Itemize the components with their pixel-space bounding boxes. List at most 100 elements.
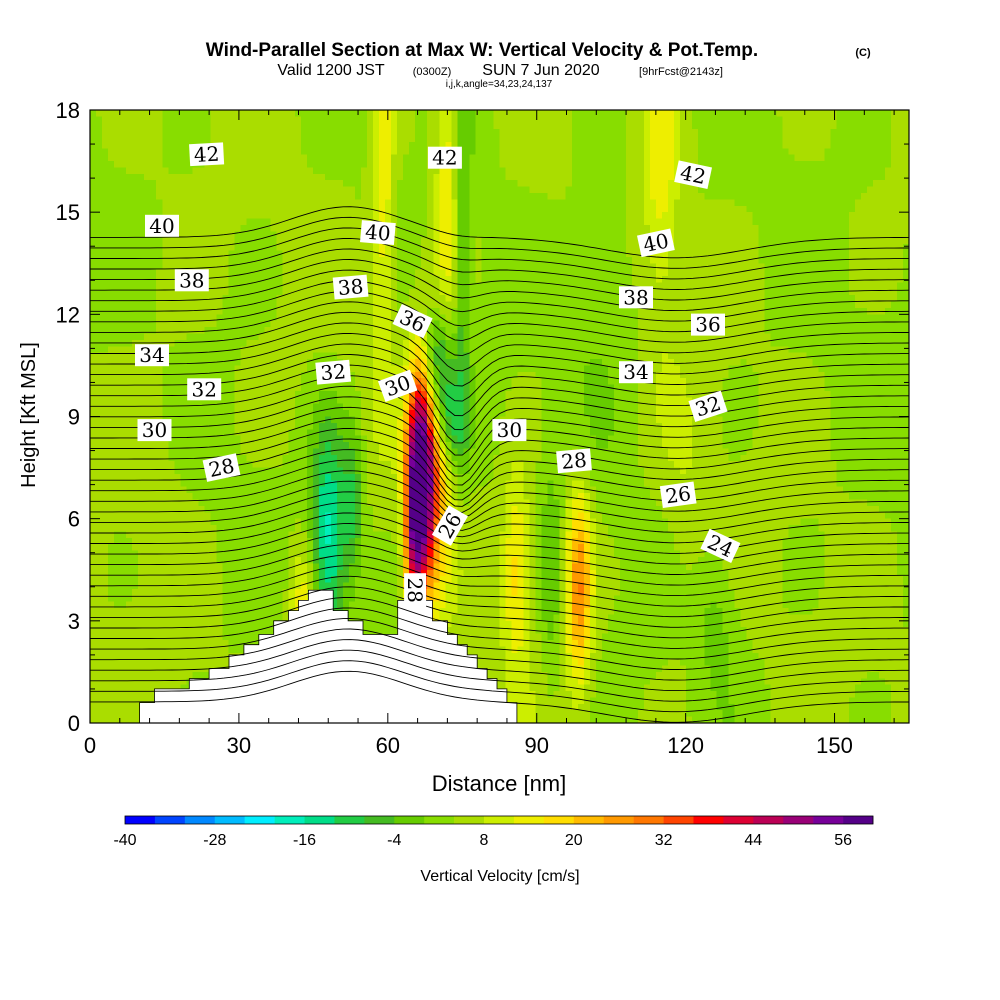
w-cell — [270, 141, 278, 149]
w-cell — [884, 193, 892, 200]
w-cell — [96, 288, 103, 296]
w-cell — [752, 154, 760, 162]
w-cell — [631, 224, 639, 232]
w-cell — [529, 218, 537, 226]
w-cell — [150, 116, 157, 124]
w-cell — [403, 186, 410, 194]
w-cell — [553, 250, 561, 258]
w-cell — [132, 110, 139, 117]
w-cell — [601, 148, 609, 156]
w-cell — [553, 199, 561, 207]
w-cell — [577, 161, 585, 169]
w-cell — [234, 212, 242, 220]
w-cell — [234, 193, 242, 200]
w-cell — [162, 186, 169, 194]
w-cell — [391, 314, 398, 322]
w-cell — [547, 256, 555, 264]
w-cell — [553, 148, 561, 156]
w-cell — [638, 212, 645, 220]
w-cell — [607, 314, 615, 322]
w-cell — [180, 314, 187, 322]
w-cell — [276, 295, 284, 303]
w-cell — [391, 129, 398, 137]
w-cell — [246, 167, 254, 175]
w-cell — [686, 295, 693, 303]
w-cell — [583, 212, 591, 220]
w-cell — [360, 167, 368, 175]
w-cell — [836, 173, 844, 181]
w-cell — [210, 339, 218, 347]
w-cell — [493, 205, 501, 213]
w-cell — [457, 135, 464, 143]
w-cell — [294, 276, 302, 284]
w-cell — [595, 161, 603, 169]
w-cell — [583, 269, 591, 277]
w-cell — [794, 141, 802, 149]
w-cell — [752, 327, 760, 335]
w-cell — [102, 263, 109, 271]
w-cell — [782, 314, 790, 322]
w-cell — [300, 129, 308, 137]
w-cell — [668, 224, 675, 232]
w-cell — [168, 333, 175, 341]
w-cell — [523, 135, 531, 143]
w-cell — [138, 122, 145, 130]
w-cell — [589, 193, 597, 200]
w-cell — [866, 205, 874, 213]
w-cell — [114, 116, 121, 124]
w-cell — [770, 110, 778, 117]
w-cell — [770, 244, 778, 252]
w-cell — [114, 333, 121, 341]
w-cell — [716, 167, 723, 175]
w-cell — [252, 263, 260, 271]
w-cell — [752, 269, 760, 277]
w-cell — [168, 205, 175, 213]
w-cell — [830, 295, 838, 303]
w-cell — [878, 269, 886, 277]
w-cell — [433, 269, 440, 277]
w-cell — [409, 333, 416, 341]
w-cell — [186, 250, 193, 258]
w-cell — [830, 148, 838, 156]
w-cell — [800, 205, 808, 213]
w-cell — [764, 218, 772, 226]
w-cell — [674, 116, 681, 124]
w-cell — [439, 205, 446, 213]
w-cell — [240, 276, 248, 284]
w-cell — [631, 205, 639, 213]
w-cell — [728, 307, 735, 315]
w-cell — [367, 269, 374, 277]
w-cell — [836, 167, 844, 175]
w-cell — [240, 135, 248, 143]
w-cell — [294, 301, 302, 309]
w-cell — [439, 110, 446, 117]
w-cell — [710, 333, 717, 341]
w-cell — [330, 199, 338, 207]
w-cell — [403, 327, 410, 335]
w-cell — [788, 110, 796, 117]
w-cell — [878, 161, 886, 169]
w-cell — [90, 295, 97, 303]
w-cell — [595, 193, 603, 200]
w-cell — [752, 250, 760, 258]
w-cell — [734, 141, 741, 149]
w-cell — [674, 231, 681, 239]
w-cell — [367, 288, 374, 296]
w-cell — [505, 301, 513, 309]
w-cell — [96, 167, 103, 175]
w-cell — [800, 110, 808, 117]
w-cell — [607, 333, 615, 341]
w-cell — [360, 173, 368, 181]
w-cell — [282, 122, 290, 130]
w-cell — [222, 327, 230, 335]
w-cell — [872, 110, 880, 117]
w-cell — [842, 320, 850, 328]
w-cell — [565, 199, 573, 207]
w-cell — [96, 295, 103, 303]
w-cell — [613, 244, 621, 252]
w-cell — [385, 110, 392, 117]
w-cell — [866, 167, 874, 175]
w-cell — [421, 288, 428, 296]
w-cell — [776, 301, 784, 309]
w-cell — [463, 180, 470, 188]
